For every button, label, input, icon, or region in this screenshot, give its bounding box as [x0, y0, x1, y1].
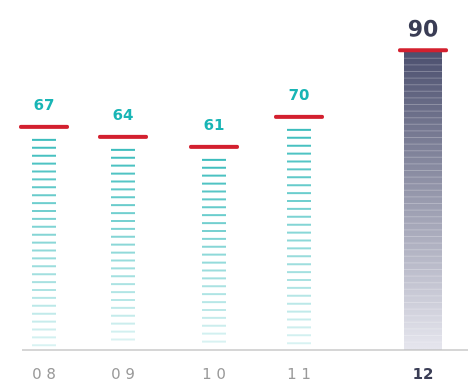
value-label: 64: [113, 106, 134, 124]
bar-2: [98, 134, 148, 341]
x-tick-label: 12: [413, 365, 434, 381]
x-tick-label: 1 1: [287, 365, 311, 381]
value-label: 67: [34, 96, 55, 114]
x-tick-label: 0 9: [111, 365, 135, 381]
bar-1: [19, 124, 69, 347]
value-label: 90: [408, 17, 439, 42]
value-label: 70: [289, 86, 310, 104]
x-tick-label: 0 8: [32, 365, 56, 381]
bar-4: [274, 114, 324, 345]
value-label: 61: [204, 116, 225, 134]
x-tick-label: 1 0: [202, 365, 226, 381]
bars-group: [19, 48, 448, 351]
bar-3: [189, 144, 239, 343]
bar-5: [398, 48, 448, 351]
labels-group: 67 0 8 64 0 9 61 1 0 70 1 1 90 12: [32, 17, 438, 381]
highlight-bar-fill: [404, 50, 442, 351]
